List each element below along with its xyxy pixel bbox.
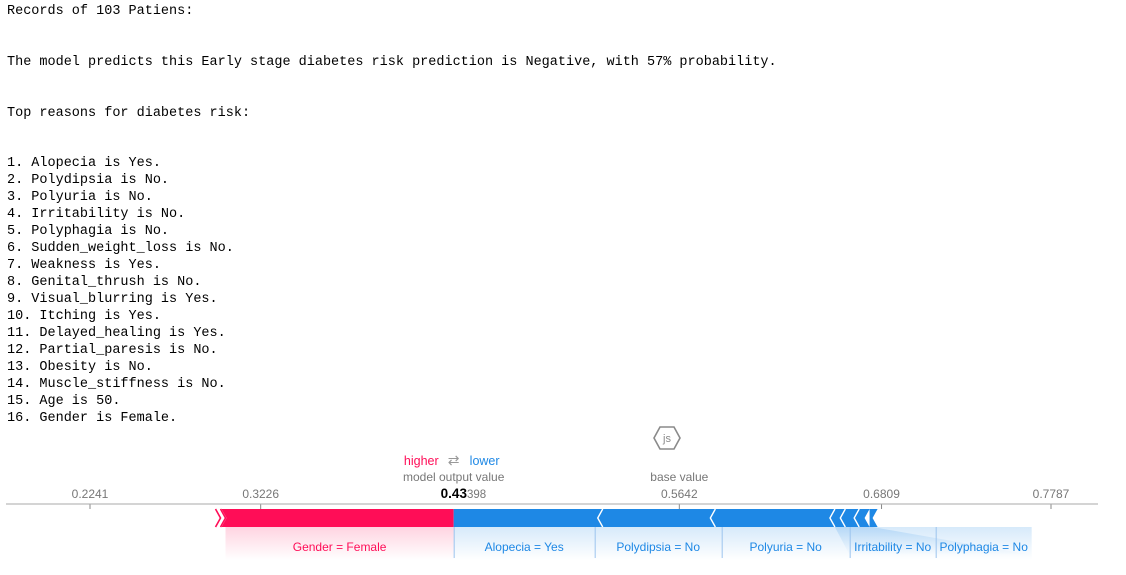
reason-item: 7. Weakness is Yes. <box>7 258 161 273</box>
legend-arrow-icon: ⇄ <box>448 452 460 468</box>
js-badge-icon[interactable]: js <box>653 426 681 450</box>
negative-feature-label: Polyuria = No <box>749 540 822 554</box>
reason-item: 15. Age is 50. <box>7 394 121 409</box>
negative-feature-bar <box>710 509 835 527</box>
reason-item: 2. Polydipsia is No. <box>7 173 170 188</box>
negative-separator <box>709 508 716 528</box>
positive-chevron <box>219 508 227 528</box>
negative-separator <box>853 508 860 528</box>
negative-separator <box>596 508 604 528</box>
output-value: 0.43398 <box>441 486 486 501</box>
reason-item: 9. Visual_blurring is Yes. <box>7 292 218 307</box>
reason-item: 4. Irritability is No. <box>7 207 186 222</box>
reason-item: 11. Delayed_healing is Yes. <box>7 326 226 341</box>
negative-separator <box>839 508 846 528</box>
reason-item: 1. Alopecia is Yes. <box>7 156 161 171</box>
reason-item: 6. Sudden_weight_loss is No. <box>7 241 234 256</box>
reason-item: 3. Polyuria is No. <box>7 190 153 205</box>
reason-item: 12. Partial_paresis is No. <box>7 343 218 358</box>
reason-item: 10. Itching is Yes. <box>7 309 161 324</box>
reasons-title: Top reasons for diabetes risk: <box>7 106 251 121</box>
reason-item: 13. Obesity is No. <box>7 360 153 375</box>
positive-chevron <box>214 508 222 528</box>
base-value-label: base value <box>650 470 708 484</box>
reasons-list: 1. Alopecia is Yes. 2. Polydipsia is No. 3… <box>7 155 234 427</box>
positive-feature-bar <box>221 509 454 527</box>
negative-feature-label: Alopecia = Yes <box>485 540 564 554</box>
positive-feature-label: Gender = Female <box>293 540 387 554</box>
legend-higher: higher <box>404 454 439 468</box>
legend-lower: lower <box>470 454 500 468</box>
output-value-rest: 398 <box>467 489 486 501</box>
output-value-bold: 0.43 <box>441 486 468 501</box>
axis-tick-label: 0.5642 <box>661 487 698 501</box>
prediction-line: The model predicts this Early stage diab… <box>7 55 777 70</box>
negative-label-shade <box>935 527 1032 560</box>
negative-feature-bar <box>597 509 716 527</box>
negative-feature-bar <box>829 509 846 527</box>
negative-label-shade <box>453 527 595 560</box>
axis-tick-label: 0.2241 <box>72 487 109 501</box>
axis-tick-label: 0.3226 <box>242 487 279 501</box>
reason-item: 14. Muscle_stiffness is No. <box>7 377 226 392</box>
reason-item: 5. Polyphagia is No. <box>7 224 170 239</box>
records-line: Records of 103 Patiens: <box>7 4 194 19</box>
negative-end-arrow <box>869 509 878 527</box>
negative-label-shade <box>849 527 936 560</box>
negative-feature-label: Polydipsia = No <box>616 540 700 554</box>
reason-item: 8. Genital_thrush is No. <box>7 275 202 290</box>
reason-item: 16. Gender is Female. <box>7 411 178 426</box>
force-plot: higher ⇄ lower model output value base value… <box>6 452 1098 560</box>
negative-feature-bar <box>840 509 860 527</box>
positive-label-shade <box>225 527 454 560</box>
negative-label-shade <box>594 527 722 560</box>
negative-feature-bar <box>453 509 603 527</box>
axis-tick-label: 0.7787 <box>1033 487 1070 501</box>
axis-tick-label: 0.6809 <box>863 487 900 501</box>
negative-label-shade <box>721 527 850 560</box>
js-badge-label: js <box>662 433 671 445</box>
output-value-label: model output value <box>403 470 505 484</box>
negative-feature-bar <box>854 509 870 527</box>
negative-feature-label: Polyphagia = No <box>939 540 1028 554</box>
negative-feature-label: Irritability = No <box>854 540 931 554</box>
negative-separator <box>829 508 836 528</box>
